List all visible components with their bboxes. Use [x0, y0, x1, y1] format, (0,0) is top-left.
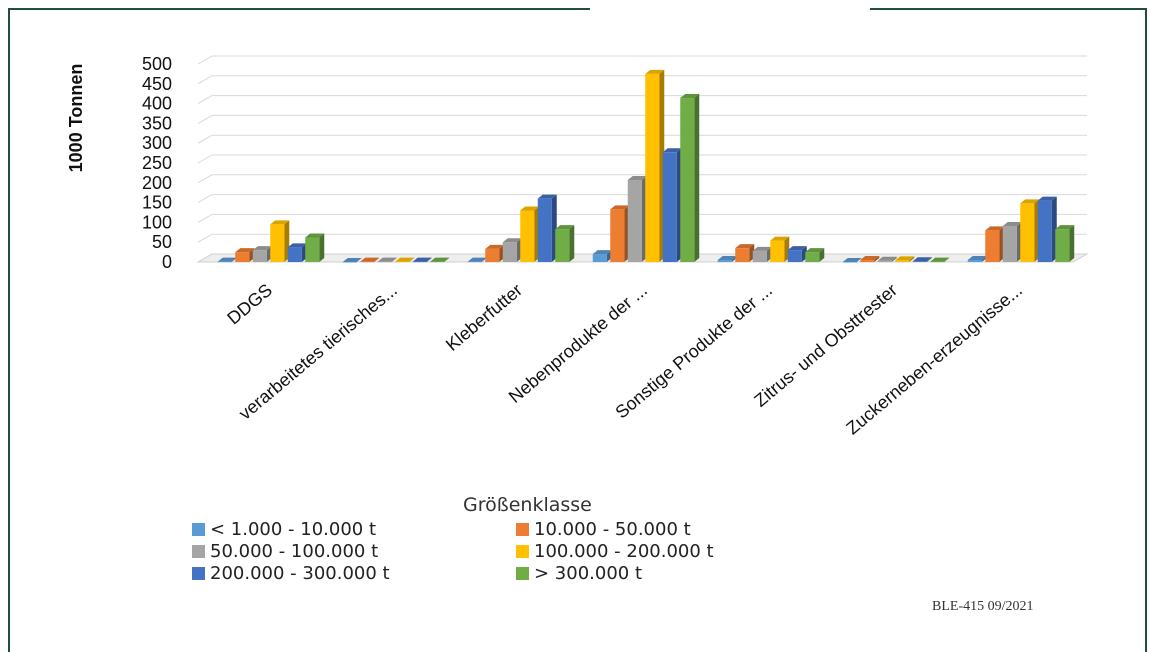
bar: [252, 246, 272, 262]
bar: [412, 257, 432, 263]
y-tick-label: 150: [142, 193, 172, 213]
bar: [627, 176, 647, 262]
gridline-side: [197, 114, 213, 124]
legend-item: < 1.000 - 10.000 t: [192, 518, 376, 540]
gridline-side: [197, 194, 213, 204]
bar: [1020, 199, 1040, 262]
y-tick-label: 250: [142, 153, 172, 173]
bar: [662, 148, 682, 262]
legend-item: 100.000 - 200.000 t: [516, 540, 714, 562]
bar: [895, 256, 915, 262]
legend-swatch: [192, 566, 205, 580]
bar: [342, 258, 362, 263]
x-tick-label: Kleberfutter: [442, 280, 526, 355]
gridline-side: [197, 233, 213, 243]
legend-item: 200.000 - 300.000 t: [192, 562, 390, 584]
bar: [555, 225, 575, 262]
bar: [680, 94, 700, 262]
bar: [1002, 221, 1022, 262]
bar: [537, 194, 557, 262]
bar: [1055, 225, 1075, 262]
legend-item: 50.000 - 100.000 t: [192, 540, 378, 562]
y-tick-label: 400: [142, 94, 172, 114]
bar: [1037, 196, 1057, 262]
legend-swatch: [192, 544, 205, 558]
bar: [592, 250, 612, 262]
y-tick-label: 200: [142, 173, 172, 193]
legend-item: > 300.000 t: [516, 562, 642, 584]
bar: [842, 258, 862, 263]
source-note: BLE-415 09/2021: [932, 599, 1034, 614]
legend-swatch: [192, 522, 205, 536]
gridline-side: [197, 75, 213, 85]
bar: [430, 257, 450, 263]
legend-label: 10.000 - 50.000 t: [534, 518, 691, 540]
bar: [520, 206, 540, 262]
y-tick-label: 500: [142, 54, 172, 74]
bar: [360, 257, 380, 263]
bars: [217, 69, 1075, 263]
bar: [235, 248, 255, 262]
bar: [860, 256, 880, 262]
y-tick-label: 0: [162, 252, 172, 272]
y-tick-label: 450: [142, 74, 172, 94]
gridline-side: [197, 174, 213, 184]
bar: [645, 69, 665, 263]
gridline-side: [197, 55, 213, 65]
y-axis-label: 1000 Tonnen: [66, 64, 86, 173]
legend-swatch: [516, 566, 529, 580]
bar: [395, 257, 415, 263]
legend-label: > 300.000 t: [534, 562, 643, 584]
bar: [502, 238, 522, 262]
y-tick-label: 300: [142, 133, 172, 153]
bar: [735, 244, 755, 262]
bar: [377, 257, 397, 263]
bar: [877, 256, 897, 262]
x-tick-label: Nebenprodukte der ...: [505, 280, 651, 407]
gridline-side: [197, 95, 213, 105]
bar: [287, 243, 307, 262]
bar: [930, 257, 950, 263]
legend-label: 50.000 - 100.000 t: [210, 540, 379, 562]
bar: [985, 226, 1005, 262]
x-tick-label: DDGS: [223, 280, 276, 329]
bar: [770, 236, 790, 262]
x-tick-label: Zitrus- und Obsttrester: [750, 280, 901, 411]
legend-swatch: [516, 522, 529, 536]
bar: [270, 220, 290, 262]
bar: [305, 233, 325, 262]
bar: [787, 246, 807, 262]
gridline-side: [197, 213, 213, 223]
frame-gap: [590, 8, 870, 10]
bar: [610, 205, 630, 262]
bar: [752, 246, 772, 262]
legend-label: 100.000 - 200.000 t: [534, 540, 714, 562]
legend-label: 200.000 - 300.000 t: [210, 562, 390, 584]
y-tick-label: 50: [152, 232, 172, 252]
bar: [805, 248, 825, 262]
bar: [912, 257, 932, 262]
y-tick-label: 350: [142, 113, 172, 133]
legend-title: Größenklasse: [463, 494, 592, 516]
legend-item: 10.000 - 50.000 t: [516, 518, 691, 540]
y-tick-label: 100: [142, 212, 172, 232]
gridline-side: [197, 154, 213, 164]
legend-swatch: [516, 544, 529, 558]
bar: [485, 244, 505, 262]
legend-label: < 1.000 - 10.000 t: [210, 518, 377, 540]
gridline-side: [197, 134, 213, 144]
